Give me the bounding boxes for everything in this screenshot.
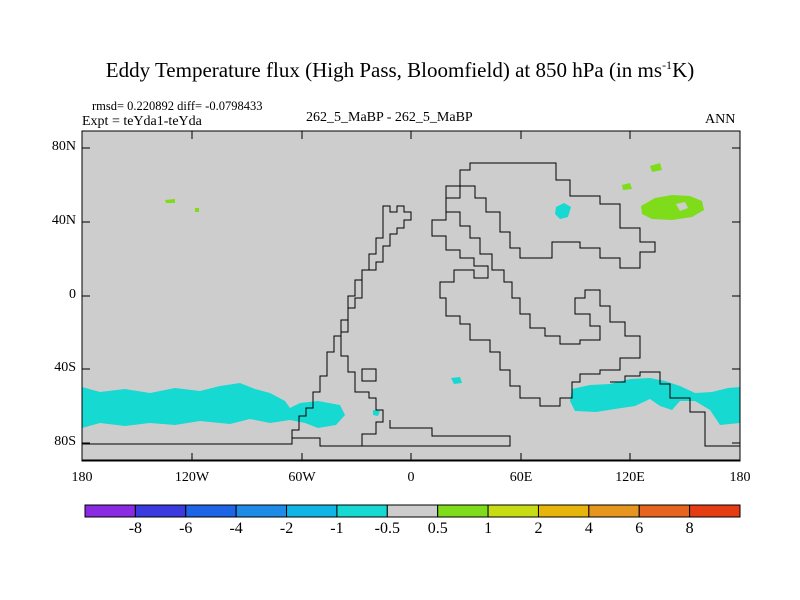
lat-label-80n: 80N — [51, 139, 76, 154]
colorbar-swatch — [386, 504, 439, 518]
small-south-blob — [373, 410, 380, 416]
colorbar-label: 1 — [484, 520, 493, 537]
colorbar-label: -2 — [279, 520, 294, 537]
colorbar-label: 8 — [685, 520, 694, 537]
north-pacific-west-dot2 — [195, 208, 199, 212]
colorbar-swatch — [185, 504, 237, 518]
season-label: ANN — [705, 112, 736, 127]
lon-label-180w: 180 — [71, 470, 93, 485]
colorbar-swatch — [84, 504, 136, 518]
arctic-small-blob — [650, 163, 662, 172]
gap-in-positive-blob — [676, 202, 688, 211]
experiment-label: Expt = teYda1-teYda — [82, 114, 202, 129]
lon-label-60e: 60E — [509, 470, 533, 485]
caribbean-island — [361, 368, 377, 382]
lon-label-120e: 120E — [615, 470, 645, 485]
colorbar — [84, 504, 741, 518]
lat-label-40s: 40S — [54, 360, 76, 375]
colorbar-swatch — [588, 504, 640, 518]
colorbar-swatch — [537, 504, 590, 518]
colorbar-label: 2 — [534, 520, 543, 537]
colorbar-label: -6 — [179, 520, 193, 537]
australia-coastline — [610, 371, 740, 447]
colorbar-label: -8 — [128, 520, 143, 537]
lat-label-equator: 0 — [69, 287, 76, 302]
colorbar-label: 4 — [584, 520, 593, 537]
positive-flux-regions — [165, 163, 704, 220]
africa-eurasia-coastline — [431, 162, 656, 407]
plot-title: Eddy Temperature flux (High Pass, Bloomf… — [105, 58, 695, 82]
colorbar-label: -4 — [229, 520, 243, 537]
colorbar-swatch — [689, 504, 741, 518]
north-pacific-blob — [641, 195, 704, 220]
lon-label-120w: 120W — [174, 470, 210, 485]
colorbar-label: 6 — [635, 520, 644, 537]
americas-coastline — [291, 205, 412, 447]
case-label: 262_5_MaBP - 262_5_MaBP — [306, 110, 473, 125]
rmsd-diff-label: rmsd= 0.220892 diff= -0.0798433 — [92, 99, 263, 113]
lat-label-40n: 40N — [51, 213, 76, 228]
colorbar-label: 0.5 — [427, 520, 448, 537]
southern-pacific-band — [82, 383, 345, 428]
south-atlantic-dot — [451, 377, 462, 384]
lon-label-180e: 180 — [729, 470, 751, 485]
lon-label-60w: 60W — [288, 470, 316, 485]
north-pacific-west-dot — [165, 199, 175, 203]
colorbar-swatch — [286, 504, 338, 518]
lon-label-0: 0 — [407, 470, 415, 485]
colorbar-swatch — [638, 504, 691, 518]
colorbar-label: -1 — [330, 520, 344, 537]
north-atlantic-blob — [555, 203, 571, 219]
colorbar-swatch — [336, 504, 388, 518]
lat-label-80s: 80S — [54, 434, 76, 449]
colorbar-swatch — [134, 504, 187, 518]
siberia-small-blob — [622, 183, 632, 190]
colorbar-swatch — [487, 504, 539, 518]
tick-marks — [82, 131, 740, 461]
colorbar-label: -0.5 — [374, 520, 400, 537]
colorbar-swatch — [437, 504, 489, 518]
antarctica-coastline — [82, 420, 511, 447]
southern-indian-pacific-band — [570, 378, 740, 425]
colorbar-swatch — [235, 504, 288, 518]
negative-flux-regions — [82, 203, 740, 428]
